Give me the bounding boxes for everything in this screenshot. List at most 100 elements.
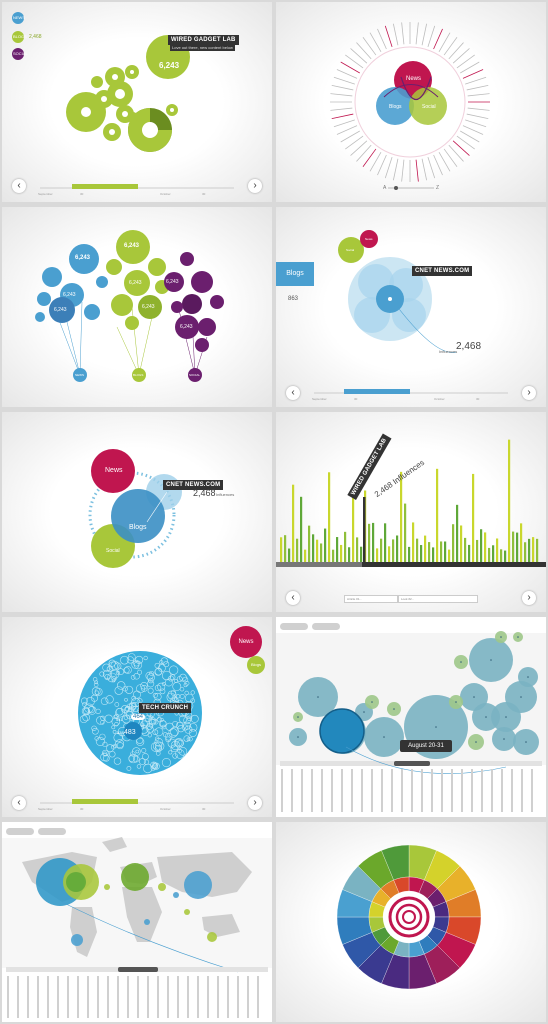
radial-label-ray (427, 25, 436, 47)
next-button[interactable]: › (248, 179, 262, 193)
tab-two[interactable] (312, 623, 340, 630)
prev-button[interactable]: ‹ (12, 796, 26, 810)
next-button[interactable]: › (248, 796, 262, 810)
bubble-center (475, 741, 477, 743)
sphere-cell (115, 670, 120, 675)
sphere-cell (172, 753, 178, 759)
radial-label-ray (331, 84, 354, 91)
radial-label-ray (452, 140, 470, 156)
sphere-cell (105, 695, 114, 704)
search-field-2[interactable]: Look #2... (398, 595, 478, 603)
group-label-news[interactable]: NEWS (75, 373, 84, 377)
sphere-cell (100, 697, 109, 706)
sphere-cell (111, 676, 116, 681)
bar (372, 522, 375, 562)
bar (464, 537, 467, 562)
sphere-cell (136, 737, 145, 746)
influence-count: 2,468 (456, 341, 482, 352)
sphere-cell (94, 736, 99, 741)
legend-news[interactable]: NEWS (13, 15, 25, 20)
radial-label-ray (421, 158, 428, 181)
sphere-cell (109, 750, 116, 758)
sphere-cell (154, 684, 162, 692)
badge-news[interactable]: News (230, 626, 262, 658)
sphere-cell (99, 671, 105, 677)
bar (284, 535, 287, 562)
sphere-cell (170, 690, 177, 696)
sphere-cell (159, 660, 164, 665)
sphere-cell (167, 738, 177, 748)
prev-button[interactable]: ‹ (286, 386, 300, 400)
bar (520, 523, 523, 562)
range-handle (394, 761, 430, 766)
location-bubble (104, 884, 110, 890)
topic-tag: WIRED GADGET LAB (168, 35, 239, 45)
legend-blogs[interactable]: BLOGS (13, 34, 27, 39)
badge-blogs-label: Blogs (250, 662, 261, 667)
next-button[interactable]: › (522, 386, 536, 400)
bar (536, 538, 539, 562)
bar (416, 538, 419, 562)
bar (456, 504, 459, 562)
sphere-cell (140, 722, 145, 727)
sphere-cell (154, 692, 162, 701)
sphere-cell (145, 671, 154, 680)
sphere-cell (147, 733, 152, 738)
sphere-cell (177, 725, 185, 733)
sphere-cell (143, 655, 148, 661)
group-label-blogs[interactable]: BLOGS (133, 373, 144, 377)
group-label-social[interactable]: SOCIAL (189, 373, 201, 377)
search-field-1[interactable]: Article #1... (344, 595, 398, 603)
bar (412, 522, 415, 562)
sphere-cell (115, 739, 125, 749)
bar (476, 539, 479, 562)
badge-blogs[interactable]: Blogs (247, 656, 265, 674)
bar (460, 525, 463, 562)
sphere-cell (132, 747, 141, 756)
tab-one[interactable] (6, 828, 34, 835)
prev-button[interactable]: ‹ (12, 179, 26, 193)
tab-two[interactable] (38, 828, 66, 835)
sphere-value: 538 (117, 730, 124, 735)
bubble-center (503, 738, 505, 740)
sphere-cell (154, 744, 163, 753)
radial-label-ray (330, 107, 353, 111)
radial-label-ray (340, 61, 360, 74)
continent (70, 907, 97, 957)
radial-label-ray (345, 135, 364, 150)
sphere-cell (179, 673, 187, 682)
sphere-cell (146, 673, 155, 682)
site-tag-label: CNET NEWS.COM (166, 482, 221, 488)
bubble-center (490, 659, 492, 661)
bubble-center (525, 741, 527, 743)
radial-chart (330, 22, 490, 190)
label-news: News (105, 467, 123, 474)
sphere-cell (148, 715, 154, 720)
prev-button[interactable]: ‹ (286, 591, 300, 605)
tab-one[interactable] (280, 623, 308, 630)
radial-label-ray (433, 28, 443, 50)
radial-label-ray (460, 61, 480, 74)
bubble-center (435, 726, 437, 728)
sphere-cell (96, 716, 105, 725)
sphere-cell (143, 759, 150, 765)
radial-label-ray (377, 28, 387, 50)
sphere-cell (155, 751, 161, 756)
bubble-center (383, 736, 385, 738)
location-bubble (173, 892, 179, 898)
bar (336, 537, 339, 562)
sphere-cell (93, 682, 99, 688)
sphere-cell (170, 726, 180, 736)
influence-chart (88, 449, 182, 568)
link-curve (61, 901, 239, 973)
sphere-cell (112, 729, 117, 734)
location-bubble (184, 909, 190, 915)
legend-social[interactable]: SOCIAL (13, 51, 28, 56)
bar (484, 532, 487, 562)
bar (368, 523, 371, 562)
next-button[interactable]: › (522, 591, 536, 605)
sphere-cell (87, 706, 95, 714)
blogs-filter[interactable]: Blogs (276, 262, 314, 286)
bar (308, 525, 311, 562)
radial-label-ray (350, 140, 368, 156)
